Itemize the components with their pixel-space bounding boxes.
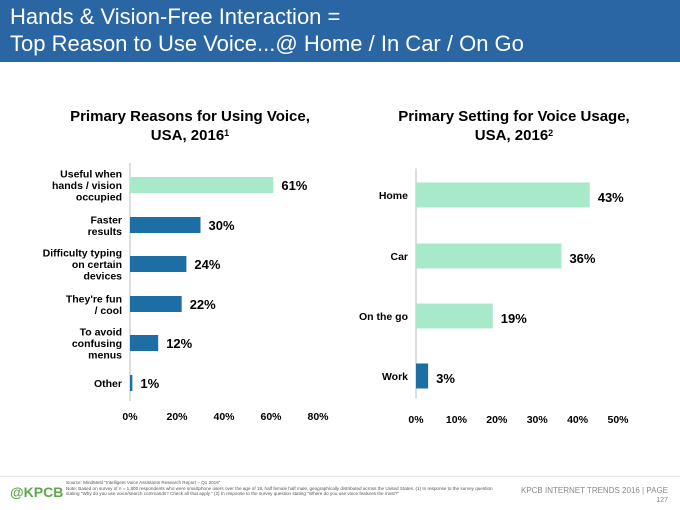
left-bar-5 bbox=[130, 375, 133, 391]
left-bar-3 bbox=[130, 296, 182, 312]
left-chart-title-footnote: 1 bbox=[224, 128, 230, 138]
right-value-label-1: 36% bbox=[569, 251, 595, 266]
left-category-label-0-0: Useful when bbox=[60, 169, 122, 181]
left-value-label-2: 24% bbox=[194, 257, 220, 272]
right-bar-3 bbox=[416, 363, 429, 389]
left-category-label-4-1: confusing bbox=[72, 338, 122, 350]
left-chart-title-year: USA, 2016 bbox=[150, 127, 225, 144]
right-category-label-1-0: Car bbox=[390, 251, 408, 263]
left-chart-title: Primary Reasons for Using Voice, USA, 20… bbox=[40, 107, 340, 145]
left-tick-label-1: 20% bbox=[166, 411, 188, 423]
footer-source: Source: MindMeld "Intelligent Voice Assi… bbox=[66, 480, 221, 485]
left-category-label-4-2: menus bbox=[88, 350, 122, 362]
right-category-label-3-0: Work bbox=[382, 371, 408, 383]
right-bar-1 bbox=[416, 243, 562, 269]
left-category-label-2-2: devices bbox=[83, 271, 122, 283]
left-category-label-4-0: To avoid bbox=[80, 327, 122, 339]
left-category-label-5-0: Other bbox=[94, 378, 122, 390]
left-category-label-3-0: They're fun bbox=[66, 293, 122, 305]
right-tick-label-2: 20% bbox=[486, 414, 508, 426]
right-tick-label-5: 50% bbox=[607, 414, 629, 426]
left-value-label-0: 61% bbox=[281, 178, 307, 193]
left-category-label-2-0: Difficulty typing bbox=[43, 248, 122, 260]
right-value-label-0: 43% bbox=[598, 190, 624, 205]
header-banner: Hands & Vision-Free Interaction = Top Re… bbox=[0, 0, 680, 62]
right-chart-title-year: USA, 2016 bbox=[474, 127, 549, 144]
page-number: 127 bbox=[656, 497, 668, 504]
left-tick-label-4: 80% bbox=[307, 411, 329, 423]
right-chart-title-footnote: 2 bbox=[548, 128, 554, 138]
left-category-label-3-1: / cool bbox=[95, 305, 123, 317]
left-category-label-1-1: results bbox=[88, 226, 123, 238]
right-chart-title-line2: USA, 20162 bbox=[364, 126, 664, 145]
right-category-label-0-0: Home bbox=[379, 190, 408, 202]
left-tick-label-0: 0% bbox=[122, 411, 138, 423]
footer-note: Note: Based on survey of n = 1,800 respo… bbox=[66, 485, 493, 497]
right-tick-label-1: 10% bbox=[446, 414, 468, 426]
footer-brand: KPCB INTERNET TRENDS 2016 | PAGE bbox=[520, 486, 668, 495]
kpcb-logo: @KPCB bbox=[10, 484, 64, 500]
footer-divider bbox=[0, 476, 680, 477]
right-chart-title: Primary Setting for Voice Usage, USA, 20… bbox=[364, 107, 664, 145]
left-bar-1 bbox=[130, 217, 201, 233]
left-category-label-2-1: on certain bbox=[72, 259, 122, 271]
left-value-label-3: 22% bbox=[190, 297, 216, 312]
right-tick-label-4: 40% bbox=[567, 414, 589, 426]
right-value-label-3: 3% bbox=[436, 371, 455, 386]
left-bar-0 bbox=[130, 177, 274, 193]
left-bar-4 bbox=[130, 335, 159, 351]
right-value-label-2: 19% bbox=[501, 311, 527, 326]
right-category-label-2-0: On the go bbox=[359, 311, 408, 323]
left-chart-title-line1: Primary Reasons for Using Voice, bbox=[70, 108, 310, 125]
right-tick-label-3: 30% bbox=[527, 414, 549, 426]
left-category-label-1-0: Faster bbox=[90, 214, 122, 226]
slide-title-line2: Top Reason to Use Voice...@ Home / In Ca… bbox=[10, 31, 524, 56]
right-bar-2 bbox=[416, 303, 493, 329]
left-bar-2 bbox=[130, 256, 187, 272]
left-chart-title-line2: USA, 20161 bbox=[40, 126, 340, 145]
left-value-label-5: 1% bbox=[140, 376, 159, 391]
left-value-label-1: 30% bbox=[209, 218, 235, 233]
left-category-label-0-1: hands / vision bbox=[52, 180, 122, 192]
left-tick-label-2: 40% bbox=[213, 411, 235, 423]
left-tick-label-3: 60% bbox=[260, 411, 282, 423]
right-tick-label-0: 0% bbox=[408, 414, 424, 426]
left-value-label-4: 12% bbox=[166, 336, 192, 351]
right-chart-title-line1: Primary Setting for Voice Usage, bbox=[398, 108, 630, 125]
left-category-label-0-2: occupied bbox=[76, 192, 122, 204]
slide-title-line1: Hands & Vision-Free Interaction = bbox=[10, 4, 341, 29]
footer-notes: Source: MindMeld "Intelligent Voice Assi… bbox=[66, 480, 506, 497]
right-bar-0 bbox=[416, 182, 590, 208]
